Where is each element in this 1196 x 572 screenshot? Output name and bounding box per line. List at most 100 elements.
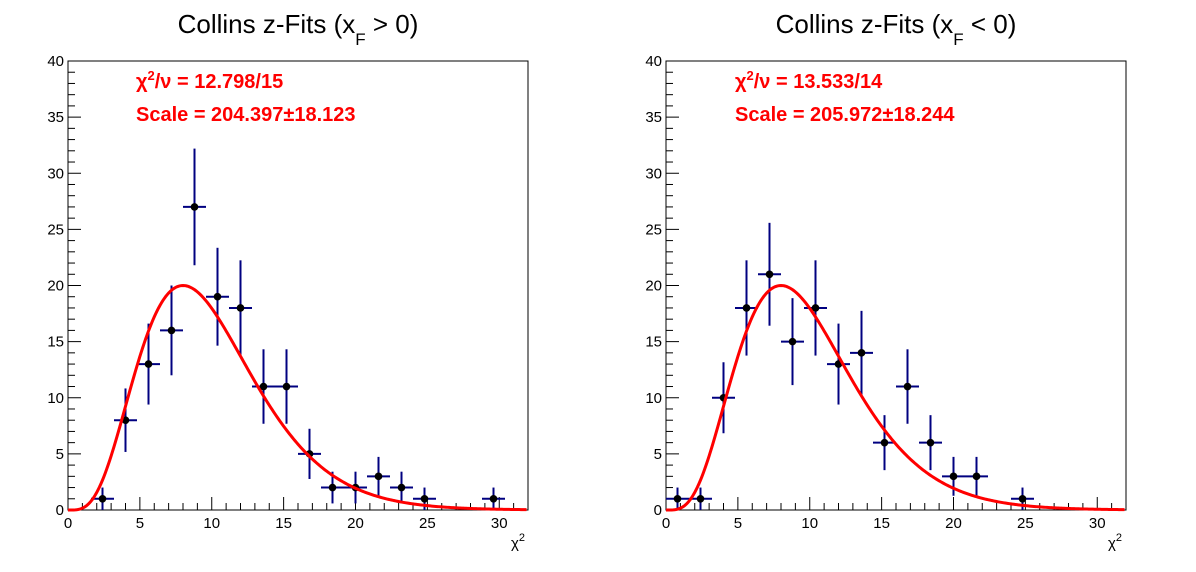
x-tick-label: 10	[203, 515, 220, 532]
y-tick-label: 20	[47, 278, 64, 295]
scale-annotation: Scale = 204.397±18.123	[136, 104, 356, 126]
point-marker	[926, 438, 935, 447]
data-point	[137, 323, 160, 405]
data-point	[827, 323, 850, 405]
x-tick-label: 5	[136, 515, 144, 532]
x-tick-label: 25	[419, 515, 436, 532]
x-tick-label: 30	[491, 515, 508, 532]
chart-title: Collins z-Fits (xF < 0)	[776, 9, 1017, 49]
data-point	[758, 222, 781, 326]
point-marker	[282, 382, 291, 391]
data-point	[666, 487, 689, 510]
y-tick-label: 5	[654, 446, 662, 463]
point-marker	[673, 494, 682, 503]
point-marker	[742, 304, 751, 312]
x-tick-label: 10	[801, 515, 818, 532]
point-marker	[397, 483, 406, 492]
point-marker	[190, 203, 199, 211]
y-tick-label: 15	[645, 334, 662, 351]
data-point	[114, 388, 137, 452]
data-point	[183, 148, 206, 266]
x-axis: 0 5 10 15 20 25 30	[662, 497, 1113, 532]
point-marker	[236, 304, 245, 312]
data-point	[275, 349, 298, 424]
point-marker	[1018, 494, 1027, 503]
y-tick-label: 25	[645, 221, 662, 238]
point-marker	[144, 360, 153, 368]
fit-curve	[666, 283, 1125, 512]
point-marker	[765, 270, 774, 279]
x-axis-label: χ2	[1108, 532, 1122, 552]
x-tick-label: 0	[64, 515, 72, 532]
chart-panel-xf-positive: Collins z-Fits (xF > 0) 0 5 10 15 20 25 30 35 40…	[47, 9, 529, 552]
data-point	[919, 415, 942, 471]
y-tick-label: 0	[654, 502, 662, 519]
point-marker	[420, 494, 429, 503]
y-tick-label: 0	[56, 502, 64, 519]
x-tick-label: 15	[275, 515, 292, 532]
y-tick-label: 20	[645, 278, 662, 295]
fit-curve	[68, 283, 527, 512]
data-point	[942, 456, 965, 496]
data-point	[850, 310, 873, 395]
data-point	[781, 298, 804, 386]
y-tick-label: 30	[645, 165, 662, 182]
y-tick-label: 10	[645, 390, 662, 407]
data-point	[689, 487, 712, 510]
data-point	[229, 260, 252, 356]
point-marker	[857, 349, 866, 357]
x-tick-label: 30	[1089, 515, 1106, 532]
point-marker	[213, 292, 222, 301]
point-marker	[259, 382, 268, 391]
y-tick-label: 15	[47, 334, 64, 351]
y-tick-label: 40	[47, 53, 64, 70]
chart-title: Collins z-Fits (xF > 0)	[178, 9, 419, 49]
y-axis: 0 5 10 15 20 25 30 35 40	[645, 53, 679, 519]
point-marker	[489, 494, 498, 503]
point-marker	[167, 326, 176, 335]
data-point	[367, 456, 390, 496]
scale-annotation: Scale = 205.972±18.244	[735, 104, 955, 126]
x-axis-label: χ2	[511, 532, 525, 552]
point-marker	[328, 483, 337, 492]
data-point	[804, 260, 827, 356]
y-tick-label: 25	[47, 221, 64, 238]
chi2-annotation: χ2/ν = 13.533/14	[735, 68, 883, 93]
point-marker	[374, 472, 383, 481]
x-tick-label: 0	[662, 515, 670, 532]
x-tick-label: 15	[873, 515, 890, 532]
data-point	[735, 260, 758, 356]
data-point	[91, 487, 114, 510]
y-tick-label: 10	[47, 390, 64, 407]
x-tick-label: 5	[734, 515, 742, 532]
data-point	[206, 247, 229, 346]
y-tick-label: 5	[56, 446, 64, 463]
point-marker	[811, 304, 820, 312]
x-axis: 0 5 10 15 20 25 30	[64, 497, 515, 532]
data-point	[160, 285, 183, 376]
data-point	[482, 487, 505, 510]
point-marker	[949, 472, 958, 481]
data-point	[896, 349, 919, 424]
y-tick-label: 30	[47, 165, 64, 182]
point-marker	[880, 438, 889, 447]
data-points	[91, 148, 505, 510]
data-point	[965, 456, 988, 496]
y-tick-label: 40	[645, 53, 662, 70]
data-point	[390, 471, 413, 504]
y-tick-label: 35	[47, 109, 64, 126]
point-marker	[696, 494, 705, 503]
data-points	[666, 222, 1034, 510]
data-point	[252, 349, 275, 424]
chi2-annotation: χ2/ν = 12.798/15	[136, 68, 283, 93]
y-axis: 0 5 10 15 20 25 30 35 40	[47, 53, 81, 519]
y-tick-label: 35	[645, 109, 662, 126]
point-marker	[972, 472, 981, 481]
point-marker	[788, 337, 797, 346]
point-marker	[903, 382, 912, 391]
x-tick-label: 20	[347, 515, 364, 532]
chart-panel-xf-negative: Collins z-Fits (xF < 0) 0 5 10 15 20 25 30 35 40…	[645, 9, 1127, 552]
data-point	[298, 428, 321, 479]
data-point	[873, 415, 896, 471]
